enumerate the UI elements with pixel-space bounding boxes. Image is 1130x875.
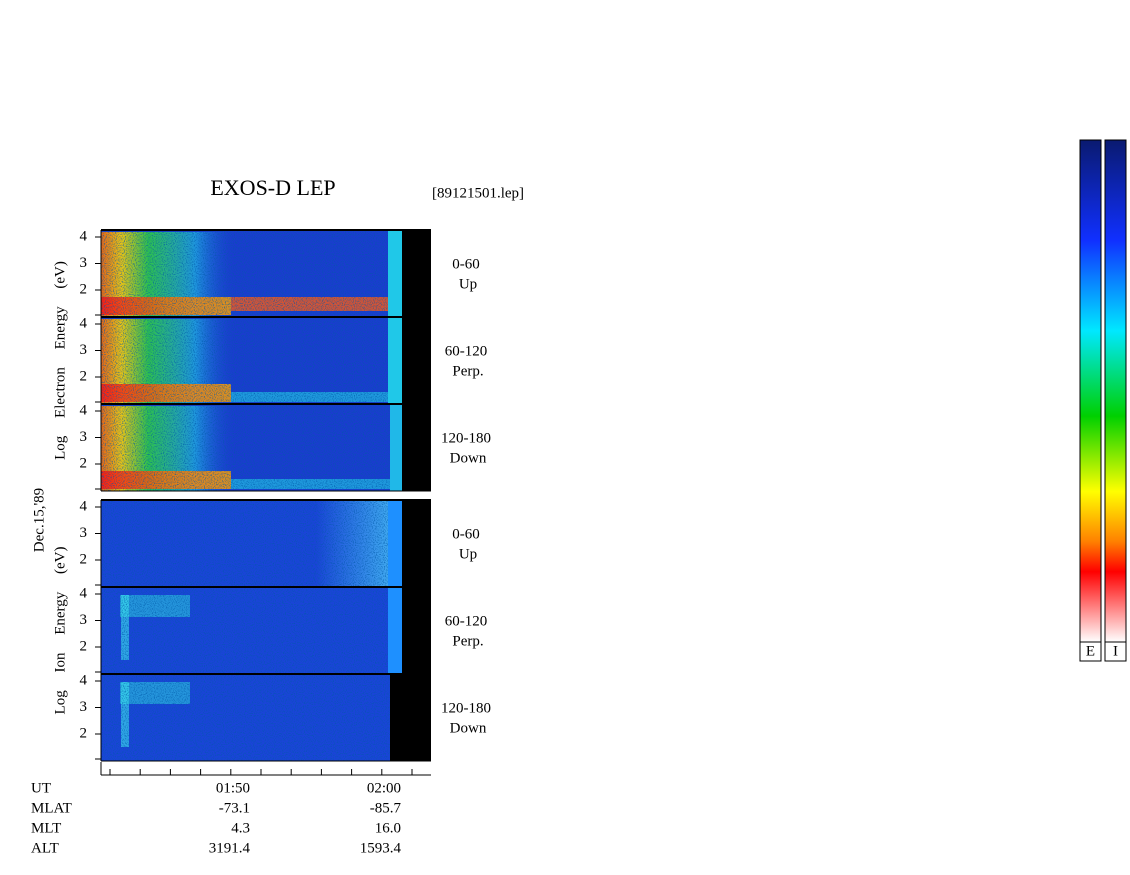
row-value: 4.3	[231, 820, 250, 836]
spectrogram-noise	[101, 230, 388, 317]
pitch-range: 60-120	[445, 343, 488, 359]
y-tick-label: 4	[80, 585, 88, 601]
time-axis	[100, 762, 431, 776]
y-tick-label: 3	[80, 525, 88, 541]
row-label: UT	[31, 780, 51, 796]
y-tick-label: 3	[80, 342, 88, 358]
pitch-direction: Perp.	[452, 633, 483, 649]
y-tick-label: 2	[80, 455, 88, 471]
colorbar-label-box	[1079, 641, 1102, 662]
y-tick-label: 3	[80, 255, 88, 271]
row-value: 16.0	[375, 820, 401, 836]
edge-strip	[388, 230, 402, 317]
row-value: 01:50	[216, 780, 250, 796]
date: Dec.15,'89	[31, 488, 47, 552]
no-data	[390, 674, 431, 761]
no-data	[402, 587, 431, 674]
pitch-range: 120-180	[441, 430, 491, 446]
title: EXOS-D LEP	[210, 175, 335, 200]
colorbar	[1079, 139, 1102, 643]
spectrogram-noise	[101, 674, 390, 761]
row-value: 02:00	[367, 780, 401, 796]
no-data	[402, 404, 431, 491]
pitch-range: 120-180	[441, 700, 491, 716]
y-tick-label: 4	[80, 498, 88, 514]
spectrogram-noise	[101, 587, 388, 674]
y-tick-label: 2	[80, 281, 88, 297]
row-value: -73.1	[219, 800, 250, 816]
edge-strip	[390, 404, 402, 491]
spectrogram-noise	[101, 500, 388, 587]
colorbar-label: E	[1086, 643, 1095, 659]
row-value: 3191.4	[209, 840, 251, 856]
row-label: MLAT	[31, 800, 72, 816]
axis-title: Log Electron Energy (eV)	[52, 261, 68, 460]
row-label: ALT	[31, 840, 59, 856]
panels: 2 3 4 0-60 Up 2 3 4 60-120 Perp. 2 3 4 120-180 Down Log…	[52, 228, 491, 762]
row-label: MLT	[31, 820, 61, 836]
y-tick-label: 4	[80, 228, 88, 244]
edge-strip	[388, 500, 402, 587]
y-tick-label: 3	[80, 699, 88, 715]
pitch-direction: Perp.	[452, 363, 483, 379]
no-data	[402, 500, 431, 587]
pitch-range: 60-120	[445, 613, 488, 629]
y-tick-label: 4	[80, 402, 88, 418]
y-tick-label: 2	[80, 551, 88, 567]
edge-strip	[388, 587, 402, 674]
pitch-range: 0-60	[452, 256, 480, 272]
spectrogram-noise	[101, 317, 388, 404]
y-tick-label: 4	[80, 672, 88, 688]
orbit-table: UT 01:50 02:00 MLAT -73.1 -85.7 MLT 4.3 16.0 ALT 3…	[31, 780, 402, 856]
pitch-direction: Down	[450, 450, 487, 466]
y-tick-label: 3	[80, 429, 88, 445]
y-tick-label: 4	[80, 315, 88, 331]
pitch-direction: Up	[459, 546, 477, 562]
colorbar-label-box	[1104, 641, 1127, 662]
y-tick-label: 2	[80, 368, 88, 384]
colorbar	[1104, 139, 1127, 643]
edge-strip	[388, 317, 402, 404]
y-tick-label: 3	[80, 612, 88, 628]
file-name: [89121501.lep]	[432, 185, 524, 201]
pitch-direction: Down	[450, 720, 487, 736]
no-data	[402, 317, 431, 404]
axis-title: Log Ion Energy (eV)	[52, 547, 68, 715]
x-ticks	[109, 769, 413, 775]
no-data	[402, 230, 431, 317]
colorbar-label: I	[1113, 643, 1118, 659]
row-value: 1593.4	[360, 840, 402, 856]
pitch-direction: Up	[459, 276, 477, 292]
pitch-range: 0-60	[452, 526, 480, 542]
y-tick-label: 2	[80, 638, 88, 654]
spectrogram-noise	[101, 404, 390, 491]
y-tick-label: 2	[80, 725, 88, 741]
row-value: -85.7	[370, 800, 402, 816]
